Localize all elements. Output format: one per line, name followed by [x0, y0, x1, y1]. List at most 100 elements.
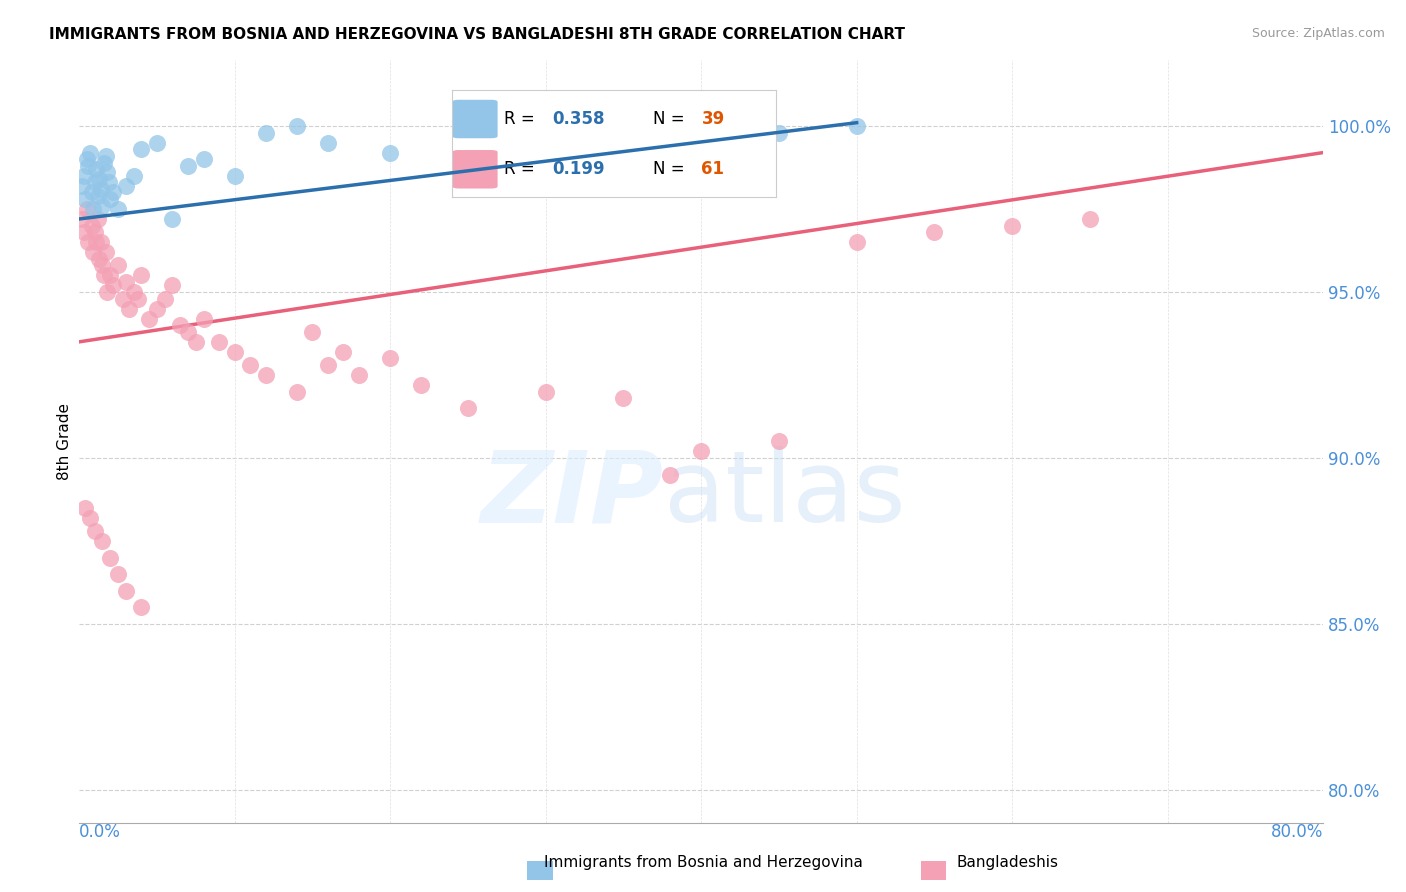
Point [93, 155, 115, 169]
Point [83, 524, 105, 538]
Point [193, 311, 215, 326]
Point [107, 567, 129, 582]
Point [93, 268, 115, 283]
Point [82, 202, 104, 216]
Point [301, 325, 323, 339]
Point [131, 600, 153, 615]
Point [162, 278, 184, 293]
Point [114, 583, 136, 598]
Point [131, 142, 153, 156]
Point [87, 211, 110, 226]
Point [118, 301, 141, 316]
Point [347, 368, 370, 382]
Point [162, 211, 184, 226]
Point [285, 119, 308, 133]
Text: IMMIGRANTS FROM BOSNIA AND HERZEGOVINA VS BANGLADESHI 8TH GRADE CORRELATION CHAR: IMMIGRANTS FROM BOSNIA AND HERZEGOVINA V… [49, 27, 905, 42]
Point [79, 145, 101, 160]
Point [768, 126, 790, 140]
Point [90, 182, 112, 196]
Point [77, 235, 100, 250]
Text: ZIP: ZIP [481, 446, 664, 543]
Point [845, 235, 868, 250]
Point [94, 149, 117, 163]
Point [80, 186, 103, 200]
Point [75, 192, 97, 206]
Point [457, 401, 479, 416]
Point [70, 211, 93, 226]
Point [76, 152, 98, 166]
Point [612, 116, 634, 130]
Point [96, 165, 118, 179]
Point [84, 235, 107, 250]
Point [97, 176, 120, 190]
Point [138, 311, 160, 326]
Point [153, 292, 176, 306]
Point [103, 278, 125, 293]
Point [90, 235, 112, 250]
Point [1078, 211, 1101, 226]
Point [94, 245, 117, 260]
Point [91, 199, 114, 213]
Point [70, 178, 93, 193]
Point [690, 444, 713, 458]
Point [83, 176, 105, 190]
Text: Immigrants from Bosnia and Herzegovina: Immigrants from Bosnia and Herzegovina [544, 855, 862, 870]
Text: atlas: atlas [664, 446, 905, 543]
Point [83, 225, 105, 239]
Point [378, 351, 401, 366]
Point [239, 358, 262, 372]
Point [224, 169, 246, 183]
Point [193, 152, 215, 166]
Point [131, 268, 153, 283]
Point [659, 467, 682, 482]
Point [98, 268, 121, 283]
Point [169, 318, 191, 333]
Point [75, 500, 97, 515]
Point [184, 334, 207, 349]
Point [89, 252, 111, 266]
Point [91, 259, 114, 273]
Point [378, 145, 401, 160]
Point [89, 172, 111, 186]
Point [690, 119, 713, 133]
Point [98, 550, 121, 565]
Text: Bangladeshis: Bangladeshis [956, 855, 1059, 870]
Y-axis label: 8th Grade: 8th Grade [58, 403, 72, 480]
Point [79, 511, 101, 525]
Point [146, 136, 169, 150]
Text: Source: ZipAtlas.com: Source: ZipAtlas.com [1251, 27, 1385, 40]
Point [76, 202, 98, 216]
Point [91, 534, 114, 549]
Point [316, 136, 339, 150]
Point [1001, 219, 1024, 233]
Point [122, 169, 145, 183]
Point [768, 434, 790, 449]
Point [457, 126, 479, 140]
Text: 0.0%: 0.0% [79, 823, 121, 841]
Point [146, 301, 169, 316]
Point [73, 169, 96, 183]
Point [285, 384, 308, 399]
Point [177, 159, 200, 173]
Point [254, 126, 277, 140]
Point [845, 119, 868, 133]
Point [224, 344, 246, 359]
Point [87, 188, 110, 202]
Point [98, 192, 121, 206]
Point [177, 325, 200, 339]
Point [82, 245, 104, 260]
Point [924, 225, 946, 239]
Point [77, 159, 100, 173]
Point [254, 368, 277, 382]
Point [73, 225, 96, 239]
Point [122, 285, 145, 299]
Point [316, 358, 339, 372]
Point [127, 292, 149, 306]
Point [534, 384, 557, 399]
Point [111, 292, 134, 306]
Point [411, 378, 433, 392]
Point [103, 186, 125, 200]
Point [534, 119, 557, 133]
Point [80, 219, 103, 233]
Point [107, 259, 129, 273]
